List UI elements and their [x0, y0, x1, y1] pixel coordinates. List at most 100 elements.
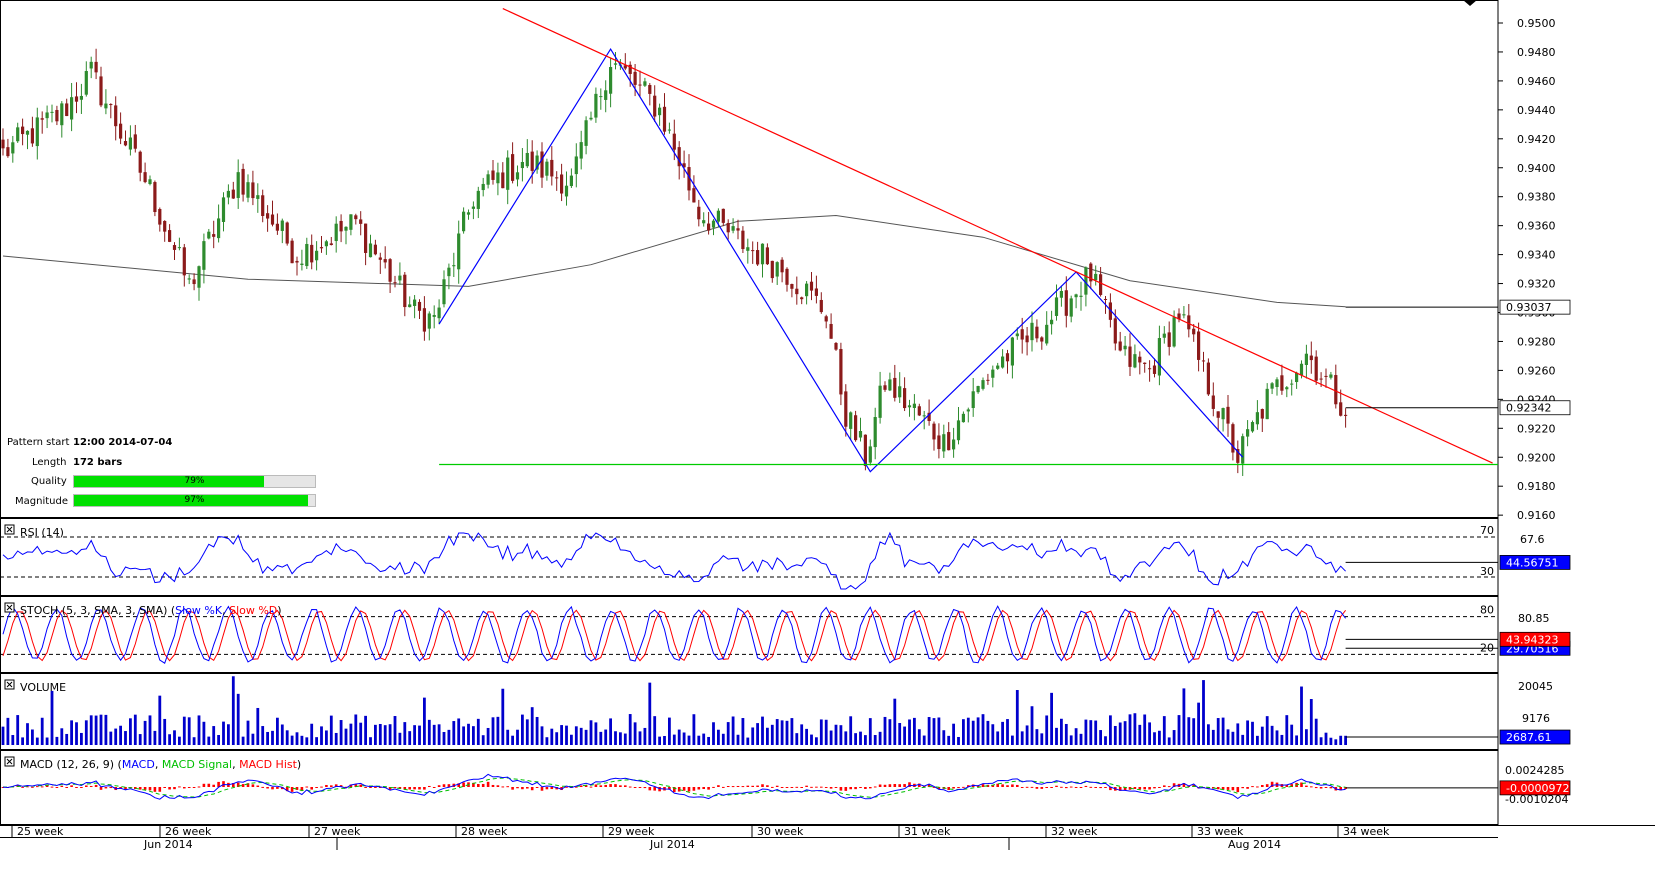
macd-hist-bar	[707, 787, 710, 790]
volume-bar	[1162, 716, 1166, 745]
candle-body	[172, 245, 177, 250]
volume-bar	[1182, 688, 1186, 745]
candle-body	[99, 76, 103, 106]
macd-hist-bar	[1025, 786, 1029, 788]
volume-bar	[1035, 729, 1039, 745]
volume-bar	[1089, 720, 1093, 745]
candle-body	[128, 137, 132, 150]
macd-hist-bar	[75, 787, 78, 788]
candle-body	[550, 159, 554, 177]
volume-bar	[937, 717, 941, 745]
volume-bar	[65, 733, 69, 745]
volume-bar	[550, 728, 554, 745]
macd-hist-bar	[511, 787, 514, 790]
volume-bar	[1045, 715, 1049, 745]
candle-body	[182, 247, 186, 276]
candle-body	[486, 174, 490, 185]
magnitude-bar: 97%	[73, 494, 316, 507]
macd-hist-bar	[775, 785, 779, 787]
candle-body	[143, 172, 147, 183]
macd-hist-bar	[379, 787, 382, 788]
candle-body	[1280, 375, 1284, 391]
macd-hist-bar	[60, 785, 64, 787]
candle-body	[1211, 395, 1215, 409]
volume-bar	[623, 733, 627, 745]
candle-body	[1260, 409, 1264, 419]
macd-hist-bar	[271, 787, 274, 790]
macd-hist-bar	[310, 787, 313, 790]
macd-hist-bar	[540, 787, 544, 791]
candle-body	[187, 278, 191, 280]
macd-hist-bar	[1148, 787, 1151, 790]
volume-bar	[1148, 722, 1151, 745]
candles	[1, 48, 1348, 477]
macd-hist-bar	[398, 787, 402, 789]
volume-bar	[1050, 692, 1053, 745]
candle-body	[1157, 338, 1161, 376]
candle-body	[1236, 449, 1240, 463]
volume-bar	[668, 717, 671, 745]
macd-path	[2, 773, 1346, 800]
volume-bar	[163, 718, 167, 745]
volume-bar	[31, 729, 34, 745]
scroll-marker-icon[interactable]	[1463, 0, 1477, 6]
macd-title: MACD (12, 26, 9) (MACD, MACD Signal, MAC…	[20, 758, 301, 771]
volume-bar	[344, 728, 348, 745]
macd-hist-bar	[276, 787, 279, 789]
volume-bar	[1113, 725, 1117, 745]
candle-body	[824, 316, 828, 322]
month-label: Aug 2014	[1228, 838, 1281, 851]
candle-body	[70, 97, 74, 120]
volume-bar	[785, 720, 789, 745]
candle-body	[1226, 406, 1230, 424]
candle-body	[1025, 335, 1029, 343]
candle-body	[422, 308, 426, 332]
volume-bar	[1025, 725, 1029, 745]
candle-body	[109, 104, 113, 106]
volume-bar	[1187, 717, 1191, 745]
candle-body	[383, 259, 387, 263]
volume-bar	[1006, 719, 1009, 745]
volume-bar	[780, 720, 784, 745]
volume-bar	[197, 715, 201, 745]
macd-hist-bar	[810, 786, 813, 788]
macd-hist-bar	[408, 787, 411, 790]
volume-bar	[775, 719, 779, 745]
volume-bar	[996, 731, 1000, 745]
volume-bar	[579, 727, 583, 745]
candle-body	[858, 430, 863, 438]
volume-bar	[246, 720, 250, 745]
quality-bar-text: 79%	[184, 476, 205, 486]
volume-bar	[222, 721, 225, 745]
macd-hist-bar	[947, 787, 950, 791]
volume-bar	[1216, 718, 1220, 745]
volume-bar	[824, 719, 828, 745]
panel-close-boxes[interactable]	[4, 524, 15, 767]
volume-bar	[496, 716, 500, 745]
candle-body	[398, 275, 402, 281]
macd-hist-bar	[1074, 787, 1078, 788]
volume-bar	[138, 734, 142, 745]
price-tick-label: 0.9440	[1517, 104, 1556, 117]
volume-bar	[868, 718, 872, 745]
candle-body	[442, 279, 446, 305]
price-tick-label: 0.9340	[1517, 249, 1556, 262]
volume-bar	[315, 737, 318, 745]
volume-bar	[717, 729, 720, 745]
pattern-length-label: Length	[32, 457, 67, 468]
macd-hist-bar	[202, 783, 206, 787]
candle-body	[609, 67, 613, 94]
macd-panel: MACD (12, 26, 9) (MACD, MACD Signal, MAC…	[1, 758, 1571, 806]
volume-bar	[854, 733, 857, 745]
candle-body	[692, 188, 696, 203]
macd-hist-bar	[104, 787, 108, 789]
volume-bar	[648, 682, 652, 745]
macd-hist-bar	[1016, 784, 1019, 787]
candle-body	[1197, 331, 1201, 360]
volume-bar	[256, 707, 260, 745]
macd-hist-bar	[638, 787, 642, 788]
macd-hist-bar	[633, 787, 637, 788]
volume-bar	[124, 731, 127, 745]
macd-hist-bar	[692, 787, 696, 791]
stoch-d-badge-text: 43.94323	[1506, 633, 1559, 646]
